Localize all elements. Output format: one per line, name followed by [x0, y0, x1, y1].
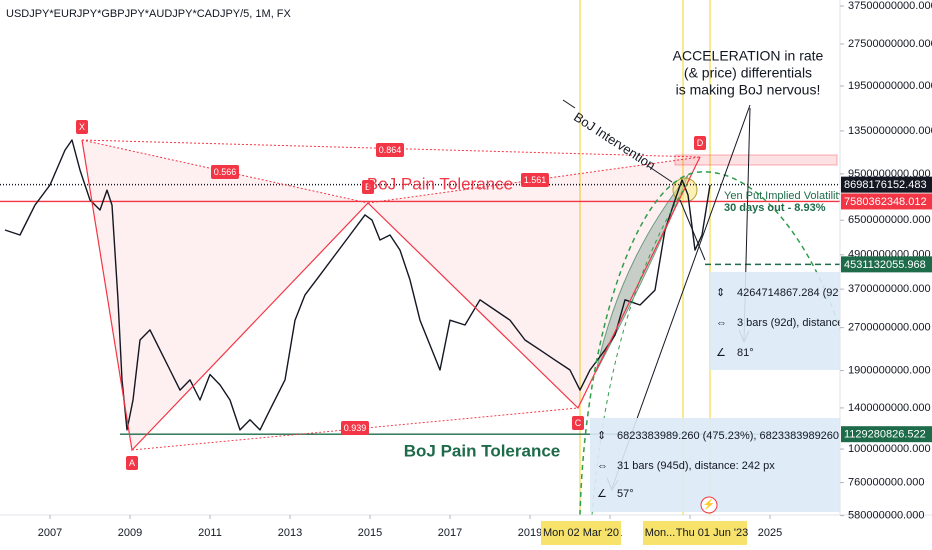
- pattern-dotted: [131, 407, 579, 451]
- point-badge: [126, 456, 138, 470]
- fib-badge: [341, 421, 369, 435]
- x-tick-label: 2007: [38, 527, 62, 539]
- trend-line: [679, 199, 706, 261]
- y-tick-label: 1000000000.000: [848, 443, 931, 455]
- point-badge: [76, 120, 88, 134]
- measure-icon: ⇕: [597, 430, 606, 442]
- y-tick-label: 580000000.000: [848, 510, 924, 522]
- point-badge: [694, 136, 706, 150]
- alert-icon[interactable]: [700, 496, 718, 514]
- projection-arc: [579, 171, 841, 516]
- y-tick-label: 27500000000.000: [848, 38, 932, 50]
- y-tick-label: 760000000.000: [848, 476, 924, 488]
- fib-badge: [376, 143, 404, 157]
- note-line: ACCELERATION in rate: [673, 48, 824, 64]
- point-label: C: [575, 418, 582, 428]
- price-badge: [841, 256, 932, 273]
- series: [4, 139, 711, 431]
- point-badge: [362, 180, 374, 194]
- x-tick-label: 2011: [198, 527, 222, 539]
- y-tick-label: 6500000000.000: [848, 214, 931, 226]
- x-tick-label: 2019: [518, 527, 542, 539]
- price-badge: [841, 176, 932, 193]
- axes: 37500000000.000 27500000000.000 1950000000…: [38, 0, 932, 545]
- price-badge: [841, 193, 932, 210]
- price-badge-label: 4531132055.968: [844, 259, 926, 271]
- price-badge: [841, 426, 932, 443]
- y-tick-label: 1400000000.000: [848, 402, 931, 414]
- time-axis-panel: [0, 515, 932, 550]
- measure-box: [710, 272, 840, 370]
- chart-title: USDJPY*EURJPY*GBPJPY*AUDJPY*CADJPY/5, 1M…: [6, 8, 292, 20]
- fib-label: 0.864: [379, 145, 402, 155]
- measure-icon: ⇕: [716, 287, 725, 299]
- fib-badge: [211, 165, 239, 179]
- pain-label-red: BoJ Pain Tolerance: [367, 174, 513, 193]
- volatility-line: 30 days out - 8.93%: [724, 202, 826, 214]
- volatility-line: Yen Put Implied Volatility: [724, 190, 845, 202]
- fib-label: 0.566: [214, 167, 237, 177]
- price-line: [4, 139, 711, 431]
- pattern-fill: [82, 140, 368, 450]
- pattern-dotted: [81, 139, 369, 204]
- fib-badge: [521, 173, 549, 187]
- point-label: B: [365, 182, 371, 192]
- y-tick-label: 13500000000.000: [848, 125, 932, 137]
- alert-icon[interactable]: ⚡: [703, 498, 715, 511]
- y-tick-label: 19500000000.000: [848, 80, 932, 92]
- point-label: A: [129, 458, 135, 468]
- date-badge: [677, 521, 747, 545]
- arrow: [647, 165, 673, 183]
- fib-label: 0.939: [344, 423, 367, 433]
- measure-icon: ∠: [597, 488, 607, 500]
- projection-arc: [591, 179, 691, 516]
- price-badge-label: 8698176152.483: [844, 179, 927, 191]
- point-label: X: [79, 122, 85, 132]
- measure-icon: ⇔: [716, 317, 727, 329]
- note-line: is making BoJ nervous!: [676, 82, 821, 98]
- point-badge: [572, 416, 584, 430]
- measure-text: 6823383989.260 (475.23%), 6823383989260: [617, 430, 839, 442]
- note-line: (& price) differentials: [684, 65, 812, 81]
- fib-label: 1.561: [524, 175, 547, 185]
- measure-box: [590, 418, 840, 512]
- arrow: [562, 99, 576, 109]
- measure-icon: ⇔: [597, 460, 608, 472]
- price-badge-label: 1129280826.522: [844, 429, 926, 441]
- measure-icon: ∠: [716, 347, 726, 359]
- x-tick-label: 2017: [438, 527, 462, 539]
- measure-text: 31 bars (945d), distance: 242 px: [617, 460, 775, 472]
- price-badge-label: 7580362348.012: [844, 196, 927, 208]
- measure-text: 3 bars (92d), distance: 7: [737, 317, 856, 329]
- date-label: Mon 02 Mar '20: [543, 527, 619, 539]
- x-tick-label: 2013: [278, 527, 302, 539]
- point-label: D: [697, 138, 704, 148]
- pain-label-green: BoJ Pain Tolerance: [404, 441, 561, 460]
- date-label: Thu 01 Jun '23: [676, 527, 748, 539]
- date-label: Mon...: [645, 527, 676, 539]
- y-tick-label: 2700000000.000: [848, 322, 931, 334]
- x-tick-label: 2025: [758, 527, 782, 539]
- x-tick-label: 2009: [118, 527, 142, 539]
- y-tick-label: 37500000000.000: [848, 0, 932, 12]
- date-badge: [643, 521, 677, 545]
- measure-text: 81°: [737, 347, 754, 359]
- measure-text: 57°: [617, 488, 634, 500]
- x-tick-label: 2015: [358, 527, 382, 539]
- pattern-fill: [368, 157, 700, 408]
- measure-text: 4264714867.284 (92.52%): [737, 287, 867, 299]
- annotations-over: X A B C D 0.566 0.864 1.561 0.939 BoJ Pa…: [76, 48, 867, 516]
- y-tick-label: 3700000000.000: [848, 283, 931, 295]
- date-badge: [541, 521, 621, 545]
- price-axis-panel: [840, 0, 932, 550]
- y-tick-label: 1900000000.000: [848, 364, 931, 376]
